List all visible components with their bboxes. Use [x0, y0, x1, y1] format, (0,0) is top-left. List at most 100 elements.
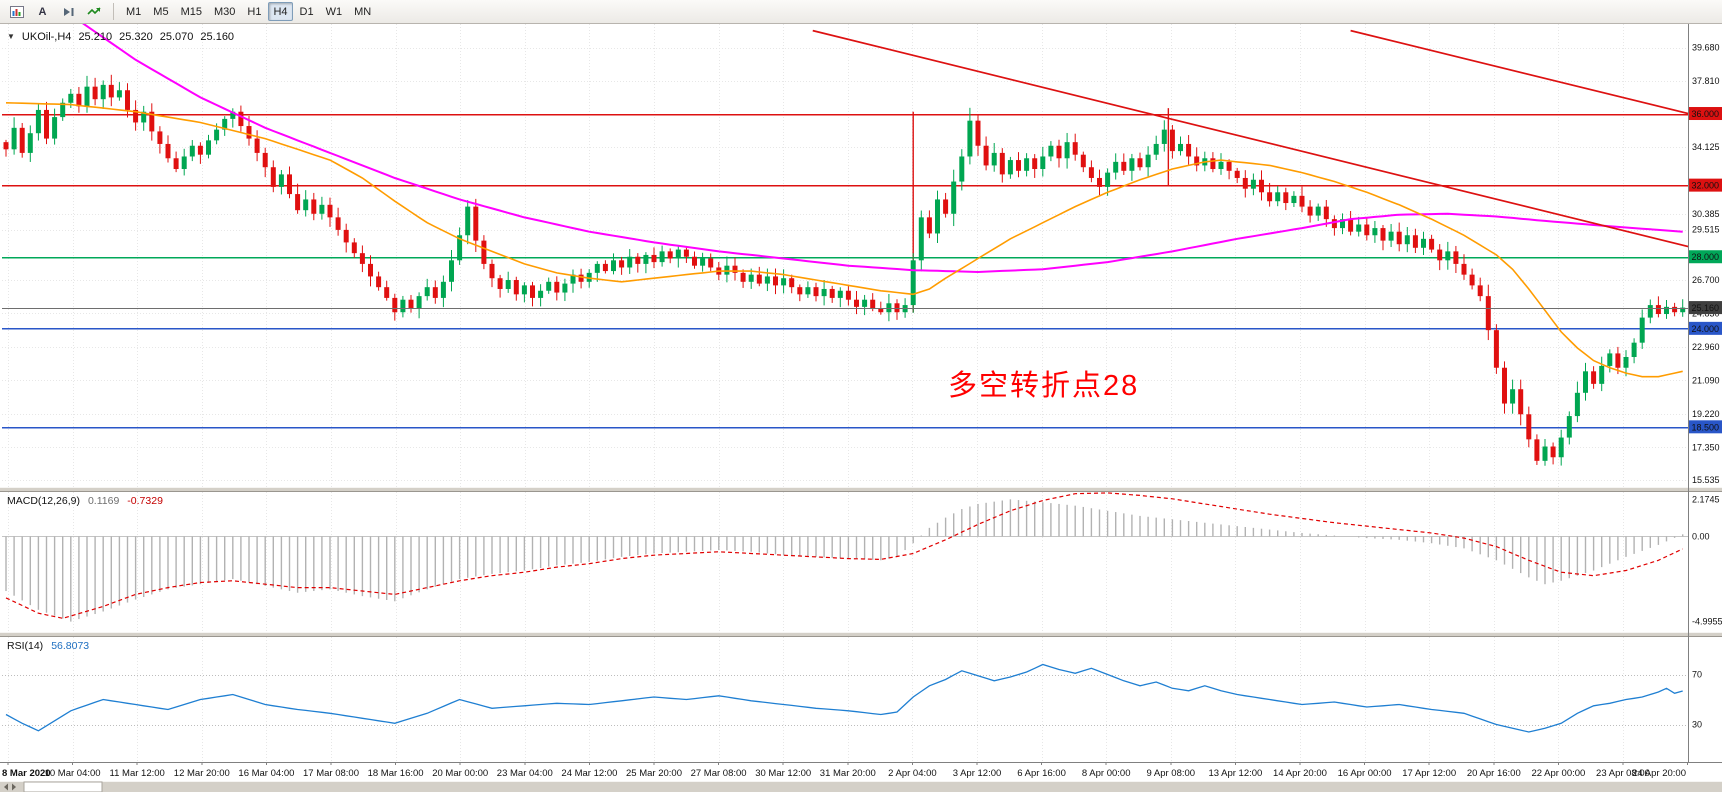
time-tick-label: 25 Mar 20:00: [626, 768, 682, 779]
descending-trendline[interactable]: [1350, 29, 1694, 115]
toolbar-separator: [113, 3, 114, 20]
time-tick-label: 17 Mar 08:00: [303, 768, 359, 779]
time-tick-label: 2 Apr 04:00: [888, 768, 937, 779]
price-open: 25.210: [78, 31, 113, 43]
price-tick-label: 17.350: [1692, 442, 1720, 452]
autoscroll-icon[interactable]: A: [38, 5, 47, 18]
price-badge: [1689, 301, 1722, 315]
rsi-line: [5, 663, 1683, 733]
chevron-down-icon[interactable]: ▼: [7, 32, 15, 41]
time-tick-label: 24 Mar 12:00: [561, 768, 617, 779]
price-close: 25.160: [200, 31, 235, 43]
timeframe-d1-button[interactable]: D1: [299, 5, 314, 18]
symbol-name: UKOil-,H4: [21, 31, 72, 43]
rsi-level-label: 30: [1692, 720, 1702, 730]
tab-scroll-right-icon: [12, 783, 16, 791]
price-tick-label: 30.385: [1692, 209, 1720, 219]
charts-icon[interactable]: [5, 2, 29, 21]
price-tick-label: 34.125: [1692, 142, 1720, 152]
timeframe-m1-button[interactable]: M1: [126, 5, 142, 18]
chart-canvas[interactable]: 39.68037.81034.12530.38529.51526.70024.8…: [0, 24, 1722, 792]
macd-signal-line: [5, 492, 1683, 619]
price-badge-label: 36.000: [1692, 109, 1720, 119]
price-tick-label: 29.515: [1692, 225, 1720, 235]
price-badge: [1689, 178, 1722, 192]
descending-trendline[interactable]: [812, 29, 1693, 248]
time-tick-label: 12 Mar 20:00: [174, 768, 230, 779]
timeframe-m15-button[interactable]: M15: [180, 5, 202, 18]
price-tick-label: 21.090: [1692, 375, 1720, 385]
time-tick-label: 13 Apr 12:00: [1208, 768, 1262, 779]
chart-shift-icon[interactable]: [56, 2, 80, 21]
price-high: 25.320: [119, 31, 153, 43]
price-badge: [1689, 107, 1722, 121]
time-tick-label: 10 Mar 04:00: [45, 768, 101, 779]
time-tick-label: 31 Mar 20:00: [820, 768, 876, 779]
time-tick-label: 14 Apr 20:00: [1273, 768, 1327, 779]
timeframe-h1-button[interactable]: H1: [247, 5, 262, 18]
chart-tab-bar[interactable]: [0, 781, 1722, 792]
time-tick-label: 23 Apr 08:00: [1596, 768, 1650, 779]
price-tick-label: 26.700: [1692, 275, 1720, 285]
price-badge: [1689, 420, 1722, 434]
macd-indicator-label: MACD(12,26,9) 0.1169 -0.7329: [7, 495, 163, 507]
symbol-info: ▼ UKOil-,H4 25.210 25.320 25.070 25.160: [7, 31, 234, 43]
candles: [3, 74, 1686, 466]
tab-scroll-left-icon: [4, 783, 8, 791]
main-toolbar: A M1 M5 M15 M30 H1 H4 D1 W1 MN: [0, 0, 1722, 24]
timeframe-mn-button[interactable]: MN: [354, 5, 372, 18]
time-tick-label: 23 Mar 04:00: [497, 768, 553, 779]
active-chart-tab: [23, 781, 103, 792]
macd-signal-value: -0.7329: [127, 495, 163, 507]
price-scale[interactable]: 39.68037.81034.12530.38529.51526.70024.8…: [1689, 43, 1722, 730]
macd-scale-zero: 0.00: [1692, 531, 1710, 541]
price-tick-label: 22.960: [1692, 342, 1720, 352]
chart-annotation[interactable]: 多空转折点28: [948, 370, 1140, 402]
timeframe-h4-button[interactable]: H4: [268, 2, 293, 21]
time-tick-label: 22 Apr 00:00: [1531, 768, 1585, 779]
price-badge-label: 24.000: [1692, 324, 1720, 334]
price-tick-label: 19.220: [1692, 409, 1720, 419]
price-badge-label: 25.160: [1692, 303, 1720, 313]
time-tick-label: 27 Mar 08:00: [691, 768, 747, 779]
rsi-value: 56.8073: [51, 640, 90, 652]
price-tick-label: 15.535: [1692, 475, 1720, 485]
ma-slow-line: [82, 24, 1683, 274]
time-tick-label: 16 Apr 00:00: [1338, 768, 1392, 779]
time-tick-label: 30 Mar 12:00: [755, 768, 811, 779]
time-tick-label: 3 Apr 12:00: [953, 768, 1002, 779]
macd-main-value: 0.1169: [87, 495, 120, 507]
time-tick-label: 8 Mar 2020: [2, 768, 51, 779]
timeframe-m30-button[interactable]: M30: [213, 5, 236, 18]
chart-background: [0, 24, 1722, 792]
price-badge-label: 28.000: [1692, 252, 1720, 262]
time-tick-label: 6 Apr 16:00: [1017, 768, 1066, 779]
rsi-name: RSI(14): [7, 640, 44, 652]
price-tick-label: 39.680: [1692, 43, 1720, 53]
ma-fast-line: [5, 102, 1683, 378]
time-tick-label: 11 Mar 12:00: [110, 768, 165, 779]
macd-histogram: [5, 499, 1684, 622]
indicators-icon[interactable]: [82, 2, 106, 21]
timeframe-m5-button[interactable]: M5: [153, 5, 169, 18]
price-badge: [1689, 321, 1722, 335]
panel-splitter[interactable]: [0, 632, 1722, 637]
time-tick-label: 20 Mar 00:00: [432, 768, 488, 779]
panel-splitter[interactable]: [0, 487, 1722, 492]
timeframe-w1-button[interactable]: W1: [325, 5, 343, 18]
time-tick-label: 24 Apr 20:00: [1632, 768, 1686, 779]
macd-scale-max: 2.1745: [1692, 494, 1720, 504]
price-badge-label: 32.000: [1692, 181, 1720, 191]
time-tick-label: 16 Mar 04:00: [238, 768, 294, 779]
macd-scale-min: -4.9955: [1692, 617, 1722, 627]
time-tick-label: 20 Apr 16:00: [1467, 768, 1521, 779]
price-badge: [1689, 250, 1722, 264]
time-tick-label: 17 Apr 12:00: [1402, 768, 1456, 779]
rsi-indicator-label: RSI(14) 56.8073: [7, 640, 89, 652]
price-tick-label: 37.810: [1692, 76, 1720, 86]
rsi-level-label: 70: [1692, 670, 1702, 680]
macd-name: MACD(12,26,9): [7, 495, 80, 507]
time-tick-label: 8 Apr 00:00: [1082, 768, 1131, 779]
